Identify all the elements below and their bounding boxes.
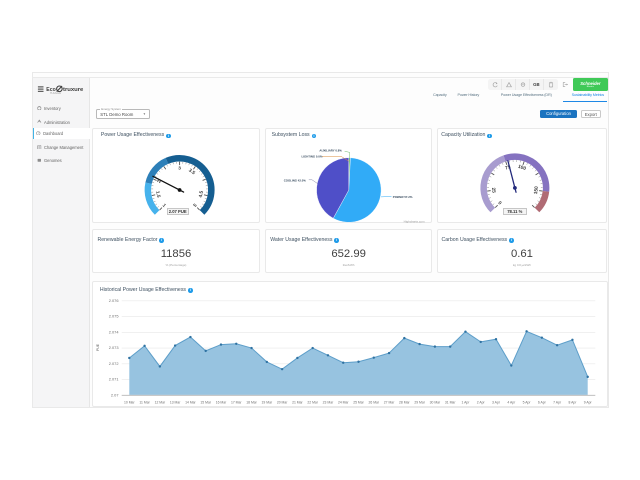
- svg-text:2.076: 2.076: [109, 298, 119, 303]
- svg-text:19 Mar: 19 Mar: [262, 400, 273, 404]
- svg-text:POWER 57.2%: POWER 57.2%: [393, 195, 413, 199]
- svg-text:31 Mar: 31 Mar: [445, 400, 456, 404]
- svg-text:LIGHTING 0.0%: LIGHTING 0.0%: [302, 155, 323, 159]
- svg-text:PUE: PUE: [96, 343, 100, 351]
- svg-text:2: 2: [156, 179, 163, 184]
- svg-text:1.5: 1.5: [154, 190, 161, 198]
- svg-text:5: 5: [192, 202, 198, 208]
- svg-text:15 Mar: 15 Mar: [200, 400, 211, 404]
- svg-text:3: 3: [178, 165, 181, 171]
- svg-text:23 Mar: 23 Mar: [323, 400, 334, 404]
- svg-text:25 Mar: 25 Mar: [353, 400, 364, 404]
- svg-text:14 Mar: 14 Mar: [185, 400, 196, 404]
- svg-text:22 Mar: 22 Mar: [307, 400, 318, 404]
- svg-text:4.5: 4.5: [198, 190, 205, 198]
- svg-text:4 Apr: 4 Apr: [507, 400, 516, 404]
- svg-text:26 Mar: 26 Mar: [368, 400, 379, 404]
- svg-text:27 Mar: 27 Mar: [384, 400, 395, 404]
- svg-text:20 Mar: 20 Mar: [277, 400, 288, 404]
- svg-text:7 Apr: 7 Apr: [553, 400, 562, 404]
- svg-text:18 Mar: 18 Mar: [246, 400, 257, 404]
- svg-text:2.072: 2.072: [109, 361, 119, 366]
- svg-text:30 Mar: 30 Mar: [430, 400, 441, 404]
- svg-text:11 Mar: 11 Mar: [139, 400, 150, 404]
- svg-text:3.5: 3.5: [187, 168, 196, 177]
- svg-text:6 Apr: 6 Apr: [538, 400, 547, 404]
- svg-text:Highcharts.com: Highcharts.com: [404, 220, 425, 224]
- svg-text:9 Apr: 9 Apr: [584, 400, 593, 404]
- svg-text:2.075: 2.075: [109, 314, 119, 319]
- svg-text:21 Mar: 21 Mar: [292, 400, 303, 404]
- svg-text:17 Mar: 17 Mar: [231, 400, 242, 404]
- svg-text:IT Advisor: IT Advisor: [49, 91, 61, 95]
- svg-text:3 Apr: 3 Apr: [492, 400, 501, 404]
- svg-text:29 Mar: 29 Mar: [414, 400, 425, 404]
- svg-text:2.073: 2.073: [109, 345, 119, 350]
- svg-text:truxure: truxure: [63, 87, 83, 93]
- svg-text:8 Apr: 8 Apr: [568, 400, 577, 404]
- svg-text:AUXILIARY 0.8%: AUXILIARY 0.8%: [319, 149, 342, 153]
- svg-text:100: 100: [517, 164, 527, 172]
- svg-text:5 Apr: 5 Apr: [523, 400, 532, 404]
- svg-text:25: 25: [490, 187, 497, 193]
- svg-text:2.074: 2.074: [109, 329, 120, 334]
- svg-text:150: 150: [533, 186, 540, 195]
- svg-text:2 Apr: 2 Apr: [477, 400, 486, 404]
- svg-text:0: 0: [496, 200, 502, 206]
- svg-text:13 Mar: 13 Mar: [170, 400, 181, 404]
- svg-text:16 Mar: 16 Mar: [216, 400, 227, 404]
- svg-text:COOLING 42.0%: COOLING 42.0%: [284, 178, 307, 182]
- svg-text:28 Mar: 28 Mar: [399, 400, 410, 404]
- svg-text:75: 75: [504, 164, 511, 172]
- svg-text:12 Mar: 12 Mar: [155, 400, 166, 404]
- svg-text:2.071: 2.071: [109, 377, 119, 382]
- svg-text:1: 1: [161, 203, 167, 209]
- svg-text:24 Mar: 24 Mar: [338, 400, 349, 404]
- svg-text:2.07: 2.07: [111, 392, 119, 397]
- svg-text:10 Mar: 10 Mar: [124, 400, 135, 404]
- svg-text:1 Apr: 1 Apr: [461, 400, 470, 404]
- svg-text:Eco: Eco: [46, 87, 56, 93]
